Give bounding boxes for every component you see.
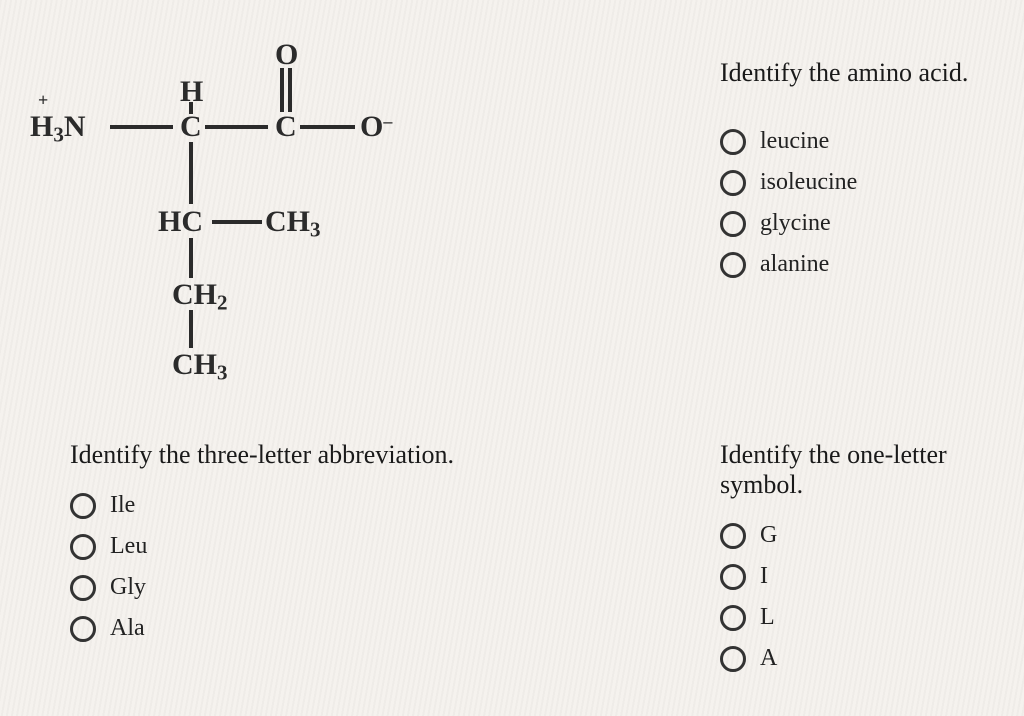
- q3-block: Identify the one-letter symbol. G I L A: [720, 440, 1000, 686]
- atom-alpha-c: C: [180, 110, 202, 144]
- q2-option-leu[interactable]: Leu: [70, 533, 490, 560]
- bond: [189, 238, 193, 278]
- radio-icon: [70, 616, 96, 642]
- option-label: Ala: [110, 615, 145, 642]
- page-root: H3N + H C C O O– HC CH3 CH2 CH3 Identify…: [0, 0, 1024, 716]
- q2-option-ala[interactable]: Ala: [70, 615, 490, 642]
- radio-icon: [720, 211, 746, 237]
- bond-double-b: [288, 68, 292, 112]
- atom-carbonyl-o: O: [275, 38, 298, 72]
- radio-icon: [70, 534, 96, 560]
- bond: [212, 220, 262, 224]
- q2-option-ile[interactable]: Ile: [70, 492, 490, 519]
- option-label: G: [760, 522, 777, 549]
- option-label: Gly: [110, 574, 146, 601]
- option-label: isoleucine: [760, 169, 857, 196]
- bond: [189, 310, 193, 348]
- q1-option-isoleucine[interactable]: isoleucine: [720, 169, 1000, 196]
- option-label: alanine: [760, 251, 829, 278]
- radio-icon: [720, 252, 746, 278]
- option-label: I: [760, 563, 768, 590]
- chemical-structure: H3N + H C C O O– HC CH3 CH2 CH3: [30, 20, 410, 350]
- atom-ch3-branch: CH3: [265, 205, 321, 242]
- option-label: leucine: [760, 128, 829, 155]
- atom-ch2: CH2: [172, 278, 228, 315]
- q3-option-i[interactable]: I: [720, 563, 1000, 590]
- radio-icon: [720, 564, 746, 590]
- option-label: glycine: [760, 210, 831, 237]
- option-label: Leu: [110, 533, 147, 560]
- radio-icon: [720, 523, 746, 549]
- atom-oxy-anion: O–: [360, 110, 392, 144]
- q3-prompt: Identify the one-letter symbol.: [720, 440, 1000, 500]
- bond-double-a: [280, 68, 284, 112]
- atom-hc: HC: [158, 205, 203, 239]
- bond: [205, 125, 268, 129]
- radio-icon: [720, 646, 746, 672]
- q1-options: leucine isoleucine glycine alanine: [720, 128, 1000, 278]
- atom-ch3-terminal: CH3: [172, 348, 228, 385]
- radio-icon: [70, 575, 96, 601]
- q1-prompt: Identify the amino acid.: [720, 58, 1000, 88]
- bond: [189, 142, 193, 204]
- radio-icon: [720, 129, 746, 155]
- q2-option-gly[interactable]: Gly: [70, 574, 490, 601]
- q2-prompt: Identify the three-letter abbreviation.: [70, 440, 490, 470]
- bond: [110, 125, 173, 129]
- atom-h3n: H3N: [30, 110, 86, 147]
- q1-option-alanine[interactable]: alanine: [720, 251, 1000, 278]
- bond: [189, 102, 193, 114]
- option-label: A: [760, 645, 777, 672]
- q1-block: Identify the amino acid. leucine isoleuc…: [720, 58, 1000, 292]
- q2-block: Identify the three-letter abbreviation. …: [70, 440, 490, 656]
- option-label: L: [760, 604, 775, 631]
- radio-icon: [70, 493, 96, 519]
- q2-options: Ile Leu Gly Ala: [70, 492, 490, 642]
- charge-plus: +: [38, 90, 48, 111]
- atom-carbonyl-c: C: [275, 110, 297, 144]
- bond: [300, 125, 355, 129]
- radio-icon: [720, 605, 746, 631]
- q3-options: G I L A: [720, 522, 1000, 672]
- option-label: Ile: [110, 492, 135, 519]
- q3-option-a[interactable]: A: [720, 645, 1000, 672]
- q1-option-leucine[interactable]: leucine: [720, 128, 1000, 155]
- q1-option-glycine[interactable]: glycine: [720, 210, 1000, 237]
- radio-icon: [720, 170, 746, 196]
- q3-option-g[interactable]: G: [720, 522, 1000, 549]
- q3-option-l[interactable]: L: [720, 604, 1000, 631]
